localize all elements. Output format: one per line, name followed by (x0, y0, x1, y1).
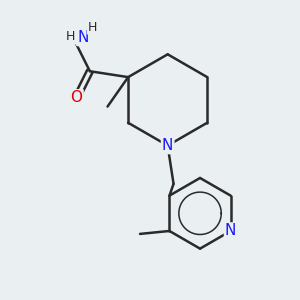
Text: H: H (88, 20, 97, 34)
Text: N: N (225, 224, 236, 238)
Text: H: H (66, 30, 75, 43)
Text: N: N (162, 138, 173, 153)
Text: O: O (70, 90, 83, 105)
Text: N: N (77, 30, 88, 45)
